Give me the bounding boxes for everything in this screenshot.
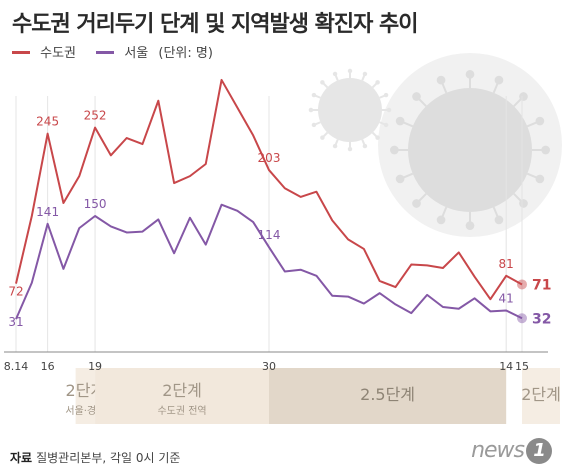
virus-spike-tip: [347, 68, 353, 74]
data-label: 150: [84, 197, 107, 211]
virus-spike-tip: [519, 92, 528, 101]
virus-spike-tip: [332, 143, 338, 149]
x-tick-label: 15: [515, 360, 529, 373]
virus-large: [390, 70, 550, 230]
stage-sublabel: 수도권 전역: [157, 405, 206, 417]
legend-label-capital: 수도권: [40, 46, 77, 61]
virus-spike-tip: [347, 146, 353, 152]
legend-item-seoul: 서울 (단위: 명): [96, 42, 213, 61]
virus-spike-tip: [386, 107, 392, 113]
data-label: 72: [8, 285, 23, 299]
data-label: 141: [36, 205, 59, 219]
end-point-marker: [517, 313, 527, 324]
x-tick-label: 19: [88, 360, 102, 373]
logo-mark: 1: [526, 438, 552, 464]
x-tick-label: 30: [262, 360, 276, 373]
x-tick-label: 14: [499, 360, 513, 373]
series-line-seoul: [15, 203, 523, 320]
legend-unit: (단위: 명): [158, 46, 213, 61]
virus-spike-tip: [375, 80, 380, 85]
x-tick-label: 16: [41, 360, 55, 373]
stage-band: [75, 368, 96, 424]
data-label: 31: [8, 315, 23, 329]
virus-spike-tip: [395, 174, 405, 184]
stage-label: 2단계: [162, 381, 202, 400]
virus-spike-tip: [320, 80, 325, 85]
source-text: 질병관리본부, 각일 0시 기준: [36, 451, 181, 465]
series-line-capital: [15, 78, 523, 301]
data-label: 245: [36, 115, 59, 129]
source-label: 자료: [10, 451, 33, 465]
virus-spike-tip: [320, 135, 325, 140]
virus-spike-tip: [311, 92, 317, 98]
data-label: 203: [258, 151, 281, 165]
virus-spike-tip: [494, 75, 504, 85]
virus-spike-tip: [494, 215, 504, 225]
stage-label: 2.5단계: [360, 385, 415, 404]
virus-spike-tip: [541, 145, 550, 155]
logo-text: news: [471, 438, 525, 463]
virus-spike-tip: [311, 122, 317, 128]
virus-spike-tip: [465, 221, 475, 230]
virus-spike-tip: [395, 116, 405, 126]
news1-logo: news 1: [471, 438, 552, 464]
virus-spike-tip: [383, 122, 389, 128]
virus-spike-tip: [465, 70, 475, 79]
end-point-marker: [517, 279, 527, 290]
data-label: 114: [258, 228, 281, 242]
virus-body: [318, 78, 382, 142]
stage-band: [269, 368, 507, 424]
data-labels: 72 245 252 203 81 71 31 141 150 114 41 32: [8, 109, 551, 330]
virus-spike-tip: [519, 199, 528, 208]
stage-label: 2단계: [521, 385, 561, 404]
series-lines: [15, 78, 523, 320]
legend: 수도권 서울 (단위: 명): [12, 42, 229, 61]
data-label: 81: [499, 257, 514, 271]
virus-spike-tip: [332, 71, 338, 77]
virus-spike-tip: [375, 135, 380, 140]
legend-swatch-seoul: [96, 51, 115, 54]
data-label: 41: [499, 291, 514, 305]
virus-spike-tip: [383, 92, 389, 98]
x-axis: 8.14 16 19 30 14 15: [4, 351, 548, 373]
stage-band: [95, 368, 269, 424]
data-label: 32: [532, 311, 551, 327]
legend-label-seoul: 서울: [124, 46, 149, 61]
virus-spike-tip: [412, 92, 421, 101]
virus-body: [408, 88, 532, 212]
virus-spike-tip: [535, 174, 545, 184]
virus-spike-tip: [436, 75, 446, 85]
virus-spike-tip: [362, 143, 368, 149]
virus-illustration: [308, 53, 562, 237]
virus-spike-tip: [535, 116, 545, 126]
data-label: 71: [532, 277, 551, 293]
point-markers: [517, 279, 527, 324]
x-tick-label: 8.14: [4, 360, 29, 373]
data-label: 252: [84, 109, 107, 123]
source-note: 자료 질병관리본부, 각일 0시 기준: [10, 449, 180, 466]
virus-spike-tip: [412, 199, 421, 208]
legend-swatch-capital: [12, 51, 30, 54]
virus-spike-tip: [436, 215, 446, 225]
stage-band: [522, 368, 560, 424]
chart-title: 수도권 거리두기 단계 및 지역발생 확진자 추이: [12, 12, 419, 37]
virus-spike-tip: [362, 71, 368, 77]
virus-spike-tip: [308, 107, 314, 113]
virus-small: [308, 68, 392, 152]
virus-spike-tip: [390, 145, 399, 155]
legend-item-capital: 수도권: [12, 42, 76, 61]
